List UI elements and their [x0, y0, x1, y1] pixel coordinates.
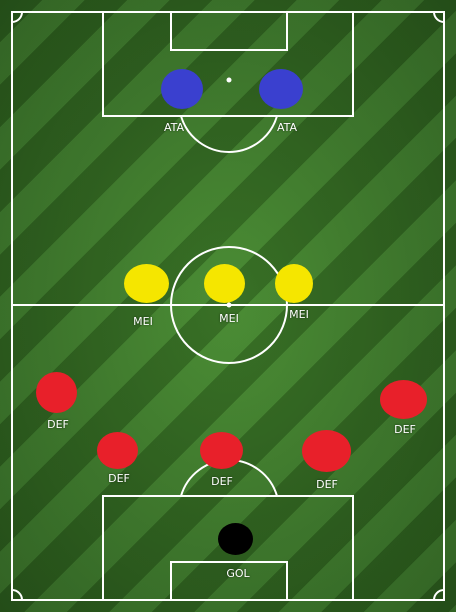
player-label-defender-left-center: DEF	[108, 472, 130, 485]
player-label-defender-center: DEF	[211, 475, 233, 488]
corner-arc-bottom-right	[433, 589, 445, 601]
player-marker-attacker-left	[161, 69, 203, 109]
player-label-defender-left-wide: DEF	[47, 418, 69, 431]
bottom-goal-area	[170, 561, 288, 601]
player-label-defender-right-center: DEF	[316, 478, 338, 491]
player-label-midfielder-center: MEI	[219, 312, 239, 325]
player-marker-defender-right-wide	[380, 380, 427, 419]
player-label-attacker-left: ATA	[163, 121, 185, 134]
player-marker-defender-left-wide	[36, 372, 77, 413]
player-marker-defender-right-center	[302, 430, 351, 472]
top-goal-area	[170, 11, 288, 51]
player-marker-midfielder-center	[204, 264, 245, 303]
player-marker-midfielder-right	[275, 264, 313, 303]
center-circle	[170, 246, 288, 364]
player-marker-midfielder-left	[124, 264, 169, 303]
player-label-attacker-right: ATA	[276, 121, 298, 134]
top-penalty-spot	[226, 77, 232, 83]
player-label-defender-right-wide: DEF	[394, 423, 416, 436]
top-penalty-arc	[180, 115, 278, 153]
player-marker-defender-center	[200, 432, 243, 469]
player-marker-goalkeeper	[218, 523, 253, 555]
corner-arc-top-left	[11, 11, 23, 23]
player-label-goalkeeper: GOL	[226, 567, 250, 580]
center-spot	[226, 302, 232, 308]
player-label-midfielder-left: MEI	[133, 315, 153, 328]
player-marker-attacker-right	[259, 69, 303, 109]
player-marker-defender-left-center	[97, 432, 138, 469]
corner-arc-bottom-left	[11, 589, 23, 601]
corner-arc-top-right	[433, 11, 445, 23]
top-penalty-area	[102, 11, 354, 117]
player-label-midfielder-right: MEI	[289, 308, 309, 321]
